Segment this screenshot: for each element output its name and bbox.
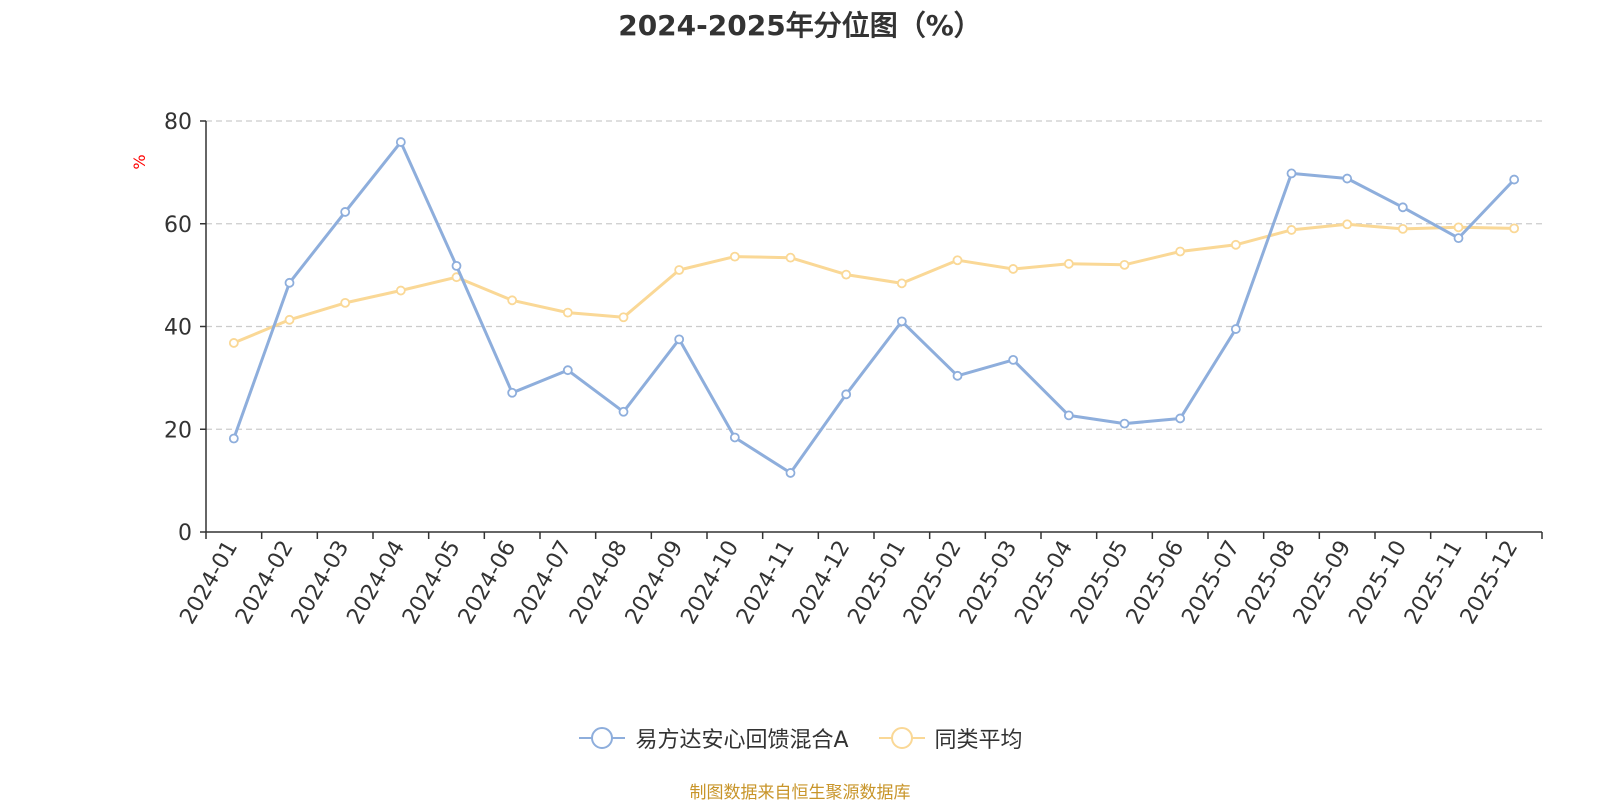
data-point-0 bbox=[896, 316, 907, 327]
data-point-1 bbox=[284, 314, 295, 325]
data-point-0 bbox=[1397, 202, 1408, 213]
data-point-1 bbox=[785, 252, 796, 263]
data-point-0 bbox=[228, 433, 239, 444]
data-point-0 bbox=[1453, 233, 1464, 244]
legend-item-fund[interactable]: 易方达安心回馈混合A bbox=[577, 722, 849, 754]
data-point-1 bbox=[228, 338, 239, 348]
data-point-1 bbox=[1063, 258, 1074, 269]
data-point-0 bbox=[395, 137, 406, 147]
y-tick-label: 80 bbox=[164, 110, 192, 135]
data-point-1 bbox=[507, 295, 518, 306]
data-point-0 bbox=[1509, 174, 1520, 185]
data-point-0 bbox=[507, 387, 518, 398]
legend-label-fund: 易方达安心回馈混合A bbox=[635, 728, 849, 753]
series-line-0 bbox=[232, 140, 1516, 475]
data-point-1 bbox=[1286, 225, 1297, 235]
data-point-1 bbox=[340, 297, 351, 308]
y-tick-label: 0 bbox=[178, 521, 192, 546]
data-point-0 bbox=[1063, 410, 1074, 421]
y-tick-label: 20 bbox=[164, 418, 192, 443]
data-point-0 bbox=[1342, 173, 1353, 184]
chart-title: 2024-2025年分位图（%） bbox=[618, 9, 982, 42]
data-point-1 bbox=[1175, 246, 1186, 257]
data-point-1 bbox=[952, 255, 963, 266]
data-point-0 bbox=[1008, 354, 1019, 365]
data-point-0 bbox=[729, 432, 740, 443]
series-group bbox=[228, 137, 1520, 478]
data-point-1 bbox=[562, 307, 573, 318]
legend-item-average[interactable]: 同类平均 bbox=[877, 722, 1023, 754]
source-note: 制图数据来自恒生聚源数据库 bbox=[689, 783, 911, 803]
data-point-1 bbox=[841, 269, 852, 280]
series-line-1 bbox=[233, 222, 1515, 345]
legend-line-circle-icon bbox=[579, 727, 626, 749]
data-point-0 bbox=[340, 207, 351, 217]
data-point-0 bbox=[451, 260, 462, 271]
data-point-0 bbox=[785, 468, 796, 478]
legend-label-average: 同类平均 bbox=[934, 728, 1023, 753]
data-point-0 bbox=[1119, 418, 1130, 429]
data-point-1 bbox=[1453, 222, 1464, 233]
data-point-1 bbox=[395, 285, 406, 296]
data-point-1 bbox=[674, 265, 685, 275]
data-point-0 bbox=[1175, 413, 1186, 424]
legend-line-circle-icon bbox=[878, 727, 925, 749]
data-point-0 bbox=[284, 277, 295, 288]
data-point-0 bbox=[841, 389, 852, 400]
data-point-1 bbox=[729, 251, 740, 262]
data-point-0 bbox=[952, 370, 963, 381]
y-tick-label: 60 bbox=[164, 213, 192, 238]
data-point-0 bbox=[1286, 168, 1297, 179]
data-point-1 bbox=[896, 278, 907, 289]
legend: 易方达安心回馈混合A 同类平均 bbox=[0, 722, 1600, 754]
data-point-1 bbox=[1119, 259, 1130, 270]
grid-lines bbox=[206, 120, 1542, 430]
data-point-1 bbox=[1509, 223, 1520, 234]
data-point-0 bbox=[1230, 324, 1241, 334]
data-point-0 bbox=[618, 406, 629, 417]
data-point-1 bbox=[1008, 264, 1019, 274]
axes: 0204060802024-012024-022024-032024-04202… bbox=[164, 110, 1543, 629]
data-point-1 bbox=[618, 312, 629, 323]
y-axis-label: % bbox=[130, 154, 149, 169]
data-point-0 bbox=[562, 365, 573, 376]
data-point-0 bbox=[674, 334, 685, 345]
y-tick-label: 40 bbox=[164, 316, 192, 341]
data-point-1 bbox=[1230, 239, 1241, 250]
data-point-1 bbox=[1342, 219, 1353, 230]
data-point-1 bbox=[1397, 223, 1408, 234]
